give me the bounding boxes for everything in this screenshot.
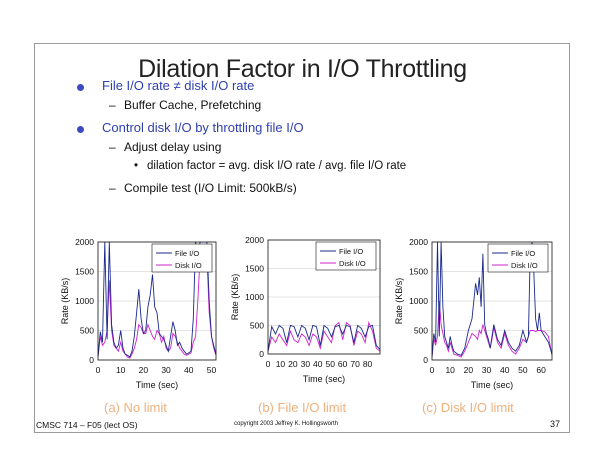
y-tick-label: 2000 [409, 237, 428, 247]
x-tick-label: 60 [536, 365, 546, 375]
y-axis-label: Rate (KB/s) [230, 274, 240, 321]
y-tick-label: 1000 [245, 292, 264, 302]
sub-bullet-compile-test: Compile test (I/O Limit: 500kB/s) [124, 181, 297, 195]
x-tick-label: 0 [266, 359, 271, 369]
footer-course: CMSC 714 – F05 (lect OS) [36, 420, 138, 430]
x-axis-label: Time (sec) [303, 374, 345, 384]
x-tick-label: 30 [301, 359, 311, 369]
x-tick-label: 50 [207, 365, 217, 375]
caption-no-limit: (a) No limit [104, 400, 167, 415]
bullet-dot-icon: • [134, 160, 139, 172]
y-tick-label: 500 [250, 321, 264, 331]
y-tick-label: 1000 [409, 296, 428, 306]
y-tick-label: 2000 [75, 237, 94, 247]
chart-file-io-limit: 0 500 1000 1500 2000 0 10 20 30 40 50 60 70 80 Time (s… [230, 235, 381, 384]
x-axis-label: Time (sec) [136, 380, 178, 390]
x-tick-label: 10 [276, 359, 286, 369]
series-line-file-i-o [268, 324, 380, 352]
slide-frame [34, 43, 570, 433]
x-tick-label: 20 [139, 365, 149, 375]
y-tick-label: 1500 [409, 267, 428, 277]
dash-icon: – [109, 140, 116, 154]
series-line-disk-i-o [268, 321, 380, 352]
x-tick-label: 20 [464, 365, 474, 375]
plot-area [97, 241, 217, 361]
page-number: 37 [550, 419, 561, 429]
series-line-file-i-o [432, 242, 552, 358]
x-tick-label: 40 [500, 365, 510, 375]
caption-file-io-limit: (b) File I/O limit [258, 400, 347, 415]
legend-label: File I/O [175, 249, 199, 258]
y-tick-label: 2000 [245, 235, 264, 245]
x-tick-label: 20 [288, 359, 298, 369]
y-axis-label: Rate (KB/s) [60, 278, 70, 325]
slide-title: Dilation Factor in I/O Throttling [138, 55, 467, 83]
sub-bullet-buffer-cache: Buffer Cache, Prefetching [124, 98, 262, 112]
series-line-disk-i-o [432, 300, 552, 358]
dash-icon: – [109, 98, 116, 112]
plot-area [267, 239, 381, 355]
x-tick-label: 40 [313, 359, 323, 369]
x-tick-label: 0 [430, 365, 435, 375]
legend-label: File I/O [511, 249, 535, 258]
x-tick-label: 70 [350, 359, 360, 369]
footer-copyright: copyright 2003 Jeffrey K. Hollingsworth [234, 421, 338, 427]
x-tick-label: 50 [325, 359, 335, 369]
y-tick-label: 1000 [75, 296, 94, 306]
legend-label: File I/O [339, 247, 363, 256]
x-tick-label: 80 [363, 359, 373, 369]
legend-label: Disk I/O [175, 261, 202, 270]
y-tick-label: 0 [259, 349, 264, 359]
sub-sub-bullet-dilation: dilation factor = avg. disk I/O rate / a… [147, 160, 407, 172]
series-line-disk-i-o [98, 256, 216, 359]
y-axis-label: Rate (KB/s) [394, 278, 404, 325]
x-tick-label: 10 [116, 365, 126, 375]
x-tick-label: 40 [184, 365, 194, 375]
legend-box [487, 243, 549, 273]
y-tick-label: 1500 [75, 267, 94, 277]
plot-area [431, 241, 553, 361]
x-tick-label: 30 [482, 365, 492, 375]
legend-label: Disk I/O [511, 261, 538, 270]
chart-no-limit: 0 500 1000 1500 2000 0 10 20 30 40 50 Time (sec) Rat… [60, 237, 217, 390]
y-tick-label: 1500 [245, 264, 264, 274]
x-tick-label: 60 [338, 359, 348, 369]
dash-icon: – [109, 181, 116, 195]
sub-bullet-adjust-delay: Adjust delay using [124, 140, 222, 154]
x-tick-label: 0 [96, 365, 101, 375]
caption-disk-io-limit: (c) Disk I/O limit [422, 400, 514, 415]
bullet-file-io: File I/O rate ≠ disk I/O rate [102, 78, 255, 93]
x-tick-label: 50 [518, 365, 528, 375]
bullet-control-disk: Control disk I/O by throttling file I/O [102, 120, 304, 135]
x-tick-label: 30 [161, 365, 171, 375]
y-tick-label: 0 [89, 355, 94, 365]
x-tick-label: 10 [445, 365, 455, 375]
legend-label: Disk I/O [339, 259, 366, 268]
y-tick-label: 0 [423, 355, 428, 365]
legend-box [315, 241, 377, 271]
legend-box [151, 243, 213, 273]
y-tick-label: 500 [414, 326, 428, 336]
bullet-icon [77, 126, 84, 133]
y-tick-label: 500 [80, 326, 94, 336]
x-axis-label: Time (sec) [471, 380, 513, 390]
chart-disk-io-limit: 0 500 1000 1500 2000 0 10 20 30 40 50 60 Time (sec) R… [394, 237, 553, 390]
bullet-icon [77, 84, 84, 91]
